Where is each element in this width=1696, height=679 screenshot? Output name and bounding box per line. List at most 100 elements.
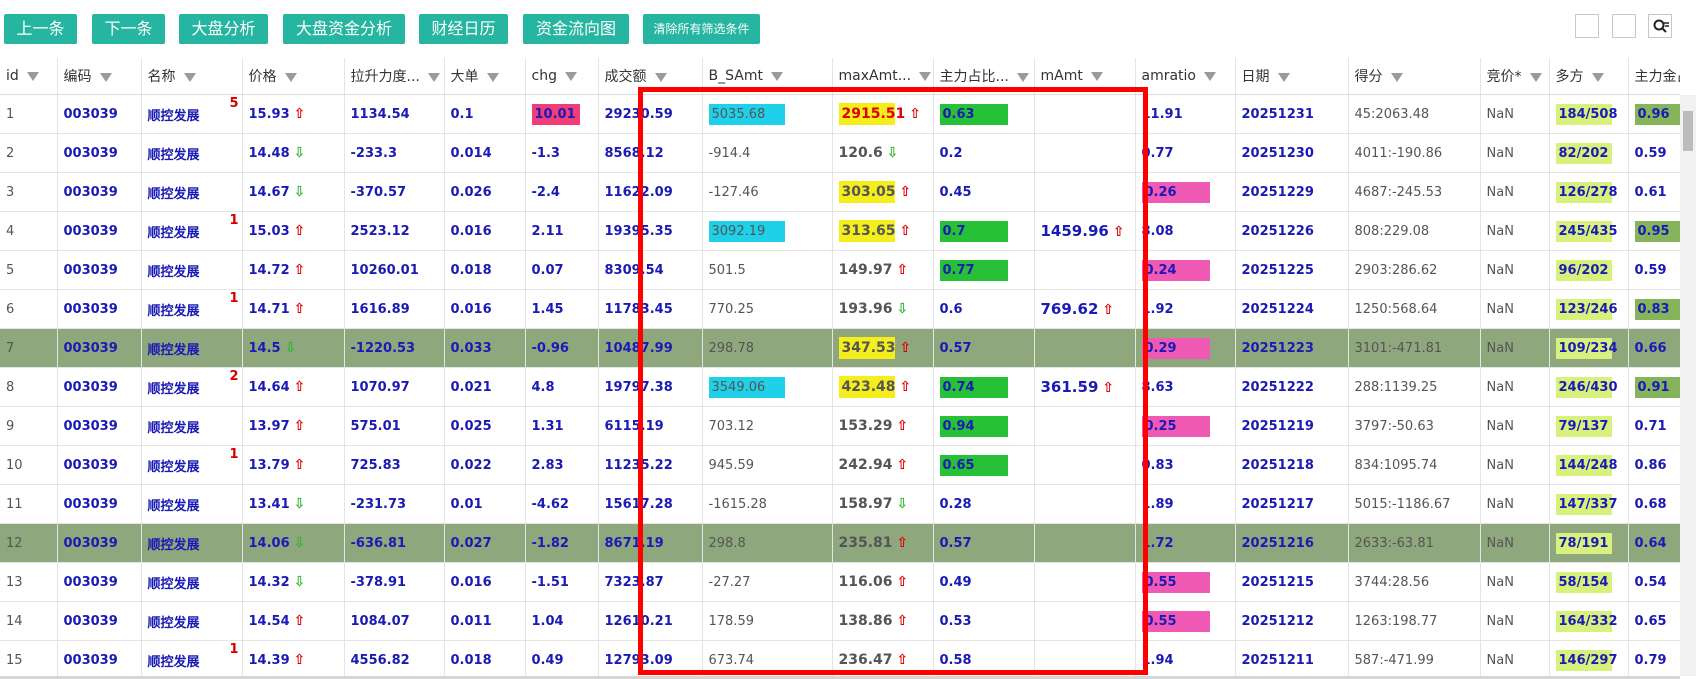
market-analysis-button[interactable]: 大盘分析 xyxy=(179,14,268,44)
filter-icon[interactable] xyxy=(1016,72,1029,82)
filter-icon[interactable] xyxy=(654,72,667,82)
column-header-label: 拉升力度... xyxy=(350,69,420,85)
maxamt-chip: 138.86 ⇧ xyxy=(839,613,909,629)
column-header-14[interactable]: 得分 xyxy=(1348,58,1481,95)
cell-name: 顺控发展 xyxy=(141,406,243,446)
table-row[interactable]: 2 003039 顺控发展 14.48 ⇩ -233.3 0.014 -1.3 8568.12-… xyxy=(0,133,1680,173)
column-header-17[interactable]: 主力金占... xyxy=(1628,58,1680,95)
arrow-down-icon: ⇩ xyxy=(896,301,909,317)
filter-icon[interactable] xyxy=(564,71,577,81)
column-header-13[interactable]: 日期 xyxy=(1235,58,1349,95)
filter-icon[interactable] xyxy=(1529,72,1542,82)
cell-bsamt: -914.4 xyxy=(702,133,833,173)
horizontal-scrollbar[interactable] xyxy=(0,676,1680,679)
column-header-8[interactable]: B_SAmt xyxy=(702,58,833,95)
fund-flow-chart-button[interactable]: 资金流向图 xyxy=(523,14,629,44)
cell-big-order: 0.016 xyxy=(444,211,526,251)
table-row[interactable]: 10 003039 顺控发展 1 13.79 ⇧ 725.83 0.022 2.83 11235.… xyxy=(0,445,1680,485)
cell-bull: 144/248 xyxy=(1549,445,1629,485)
cell-bsamt: -127.46 xyxy=(702,172,833,212)
market-fund-analysis-button[interactable]: 大盘资金分析 xyxy=(283,14,405,44)
toolbar-square-button-2[interactable] xyxy=(1612,14,1636,38)
cell-score: 2633:-63.81 xyxy=(1348,523,1481,563)
filter-icon[interactable] xyxy=(1591,72,1604,82)
column-header-2[interactable]: 名称 xyxy=(141,58,243,95)
next-button[interactable]: 下一条 xyxy=(92,14,165,44)
amratio-value: 8.08 xyxy=(1141,223,1174,239)
column-header-label: 价格 xyxy=(248,69,277,85)
filter-icon[interactable] xyxy=(770,71,783,81)
vertical-scrollbar[interactable] xyxy=(1680,95,1696,676)
cell-main-fund: 0.54 xyxy=(1628,562,1680,602)
bsamt-value: 298.8 xyxy=(708,535,746,551)
column-header-label: 大单 xyxy=(450,69,479,85)
cell-bsamt: 501.5 xyxy=(702,250,833,290)
cell-maxamt: 235.81 ⇧ xyxy=(832,523,934,563)
bull-value: 109/234 xyxy=(1555,337,1618,359)
column-header-10[interactable]: 主力占比... xyxy=(933,58,1035,95)
column-header-16[interactable]: 多方 xyxy=(1549,58,1629,95)
table-row[interactable]: 3 003039 顺控发展 14.67 ⇩ -370.57 0.026 -2.4 11622.0… xyxy=(0,172,1680,212)
filter-icon[interactable] xyxy=(99,72,112,82)
table-row[interactable]: 8 003039 顺控发展 2 14.64 ⇧ 1070.97 0.021 4.8 19797.3… xyxy=(0,367,1680,407)
financial-calendar-button[interactable]: 财经日历 xyxy=(419,14,508,44)
column-header-15[interactable]: 竞价* xyxy=(1480,58,1550,95)
filter-icon[interactable] xyxy=(26,71,39,81)
search-settings-button[interactable] xyxy=(1648,14,1672,38)
filter-icon[interactable] xyxy=(919,71,932,81)
arrow-up-icon: ⇧ xyxy=(293,379,306,395)
filter-icon[interactable] xyxy=(1277,72,1290,82)
cell-bull: 126/278 xyxy=(1549,172,1629,212)
filter-icon[interactable] xyxy=(1204,71,1216,81)
chg-value: 2.83 xyxy=(531,457,564,473)
table-row[interactable]: 6 003039 顺控发展 1 14.71 ⇧ 1616.89 0.016 1.45 11783.… xyxy=(0,289,1680,329)
cell-score: 1263:198.77 xyxy=(1348,601,1481,641)
column-header-5[interactable]: 大单 xyxy=(444,58,526,95)
scrollbar-thumb[interactable] xyxy=(1683,111,1693,151)
filter-icon[interactable] xyxy=(486,72,499,82)
column-header-label: mAmt xyxy=(1040,68,1083,84)
table-row[interactable]: 13 003039 顺控发展 14.32 ⇩ -378.91 0.016 -1.51 7323.… xyxy=(0,562,1680,602)
column-header-11[interactable]: mAmt xyxy=(1034,58,1136,95)
cell-main-fund: 0.79 xyxy=(1628,640,1680,676)
column-header-9[interactable]: maxAmt... xyxy=(832,58,934,95)
column-header-label: 主力金占... xyxy=(1634,69,1680,85)
column-header-7[interactable]: 成交额 xyxy=(598,58,703,95)
cell-big-order: 0.021 xyxy=(444,367,526,407)
table-row[interactable]: 15 003039 顺控发展 1 14.39 ⇧ 4556.82 0.018 0.49 12793… xyxy=(0,640,1680,676)
filter-icon[interactable] xyxy=(183,72,196,82)
mark-count: 2 xyxy=(229,369,239,384)
arrow-down-icon: ⇩ xyxy=(293,145,306,161)
column-header-1[interactable]: 编码 xyxy=(57,58,142,95)
filter-icon[interactable] xyxy=(1090,71,1103,81)
column-header-6[interactable]: chg xyxy=(525,58,599,95)
clear-filters-button[interactable]: 清除所有筛选条件 xyxy=(643,14,760,44)
column-header-4[interactable]: 拉升力度... xyxy=(344,58,445,95)
filter-icon[interactable] xyxy=(427,72,440,82)
cell-big-order: 0.016 xyxy=(444,289,526,329)
cell-lift: 4556.82 xyxy=(344,640,445,676)
column-header-12[interactable]: amratio xyxy=(1135,58,1236,95)
column-header-0[interactable]: id xyxy=(0,58,58,95)
price-value: 14.06 xyxy=(248,536,290,551)
main-fund-value: 0.83 xyxy=(1634,298,1679,320)
table-row[interactable]: 11 003039 顺控发展 13.41 ⇩ -231.73 0.01 -4.62 15617.… xyxy=(0,484,1680,524)
table-row[interactable]: 4 003039 顺控发展 1 15.03 ⇧ 2523.12 0.016 2.11 19395.… xyxy=(0,211,1680,251)
cell-mamt xyxy=(1034,94,1136,134)
prev-button[interactable]: 上一条 xyxy=(4,14,77,44)
bull-value: 164/332 xyxy=(1555,610,1618,632)
table-row[interactable]: 9 003039 顺控发展 13.97 ⇧ 575.01 0.025 1.31 6115.19 7… xyxy=(0,406,1680,446)
maxamt-value: 303.05 xyxy=(841,184,896,200)
filter-icon[interactable] xyxy=(284,72,297,82)
toolbar-square-button-1[interactable] xyxy=(1575,14,1599,38)
cell-bull: 109/234 xyxy=(1549,328,1629,368)
column-header-3[interactable]: 价格 xyxy=(242,58,345,95)
table-row[interactable]: 5 003039 顺控发展 14.72 ⇧ 10260.01 0.018 0.07 8309.5… xyxy=(0,250,1680,290)
table-row[interactable]: 12 003039 顺控发展 14.06 ⇩ -636.81 0.027 -1.82 8671.… xyxy=(0,523,1680,563)
table-row[interactable]: 14 003039 顺控发展 14.54 ⇧ 1084.07 0.011 1.04 12610.… xyxy=(0,601,1680,641)
main-ratio-value: 0.94 xyxy=(939,415,1008,437)
table-row[interactable]: 1 003039 顺控发展 5 15.93 ⇧ 1134.54 0.1 10.01 29230.5… xyxy=(0,94,1680,134)
filter-icon[interactable] xyxy=(1390,72,1403,82)
table-row[interactable]: 7 003039 顺控发展 14.5 ⇩ -1220.53 0.033 -0.96 10487.… xyxy=(0,328,1680,368)
cell-name: 顺控发展 xyxy=(141,562,243,602)
